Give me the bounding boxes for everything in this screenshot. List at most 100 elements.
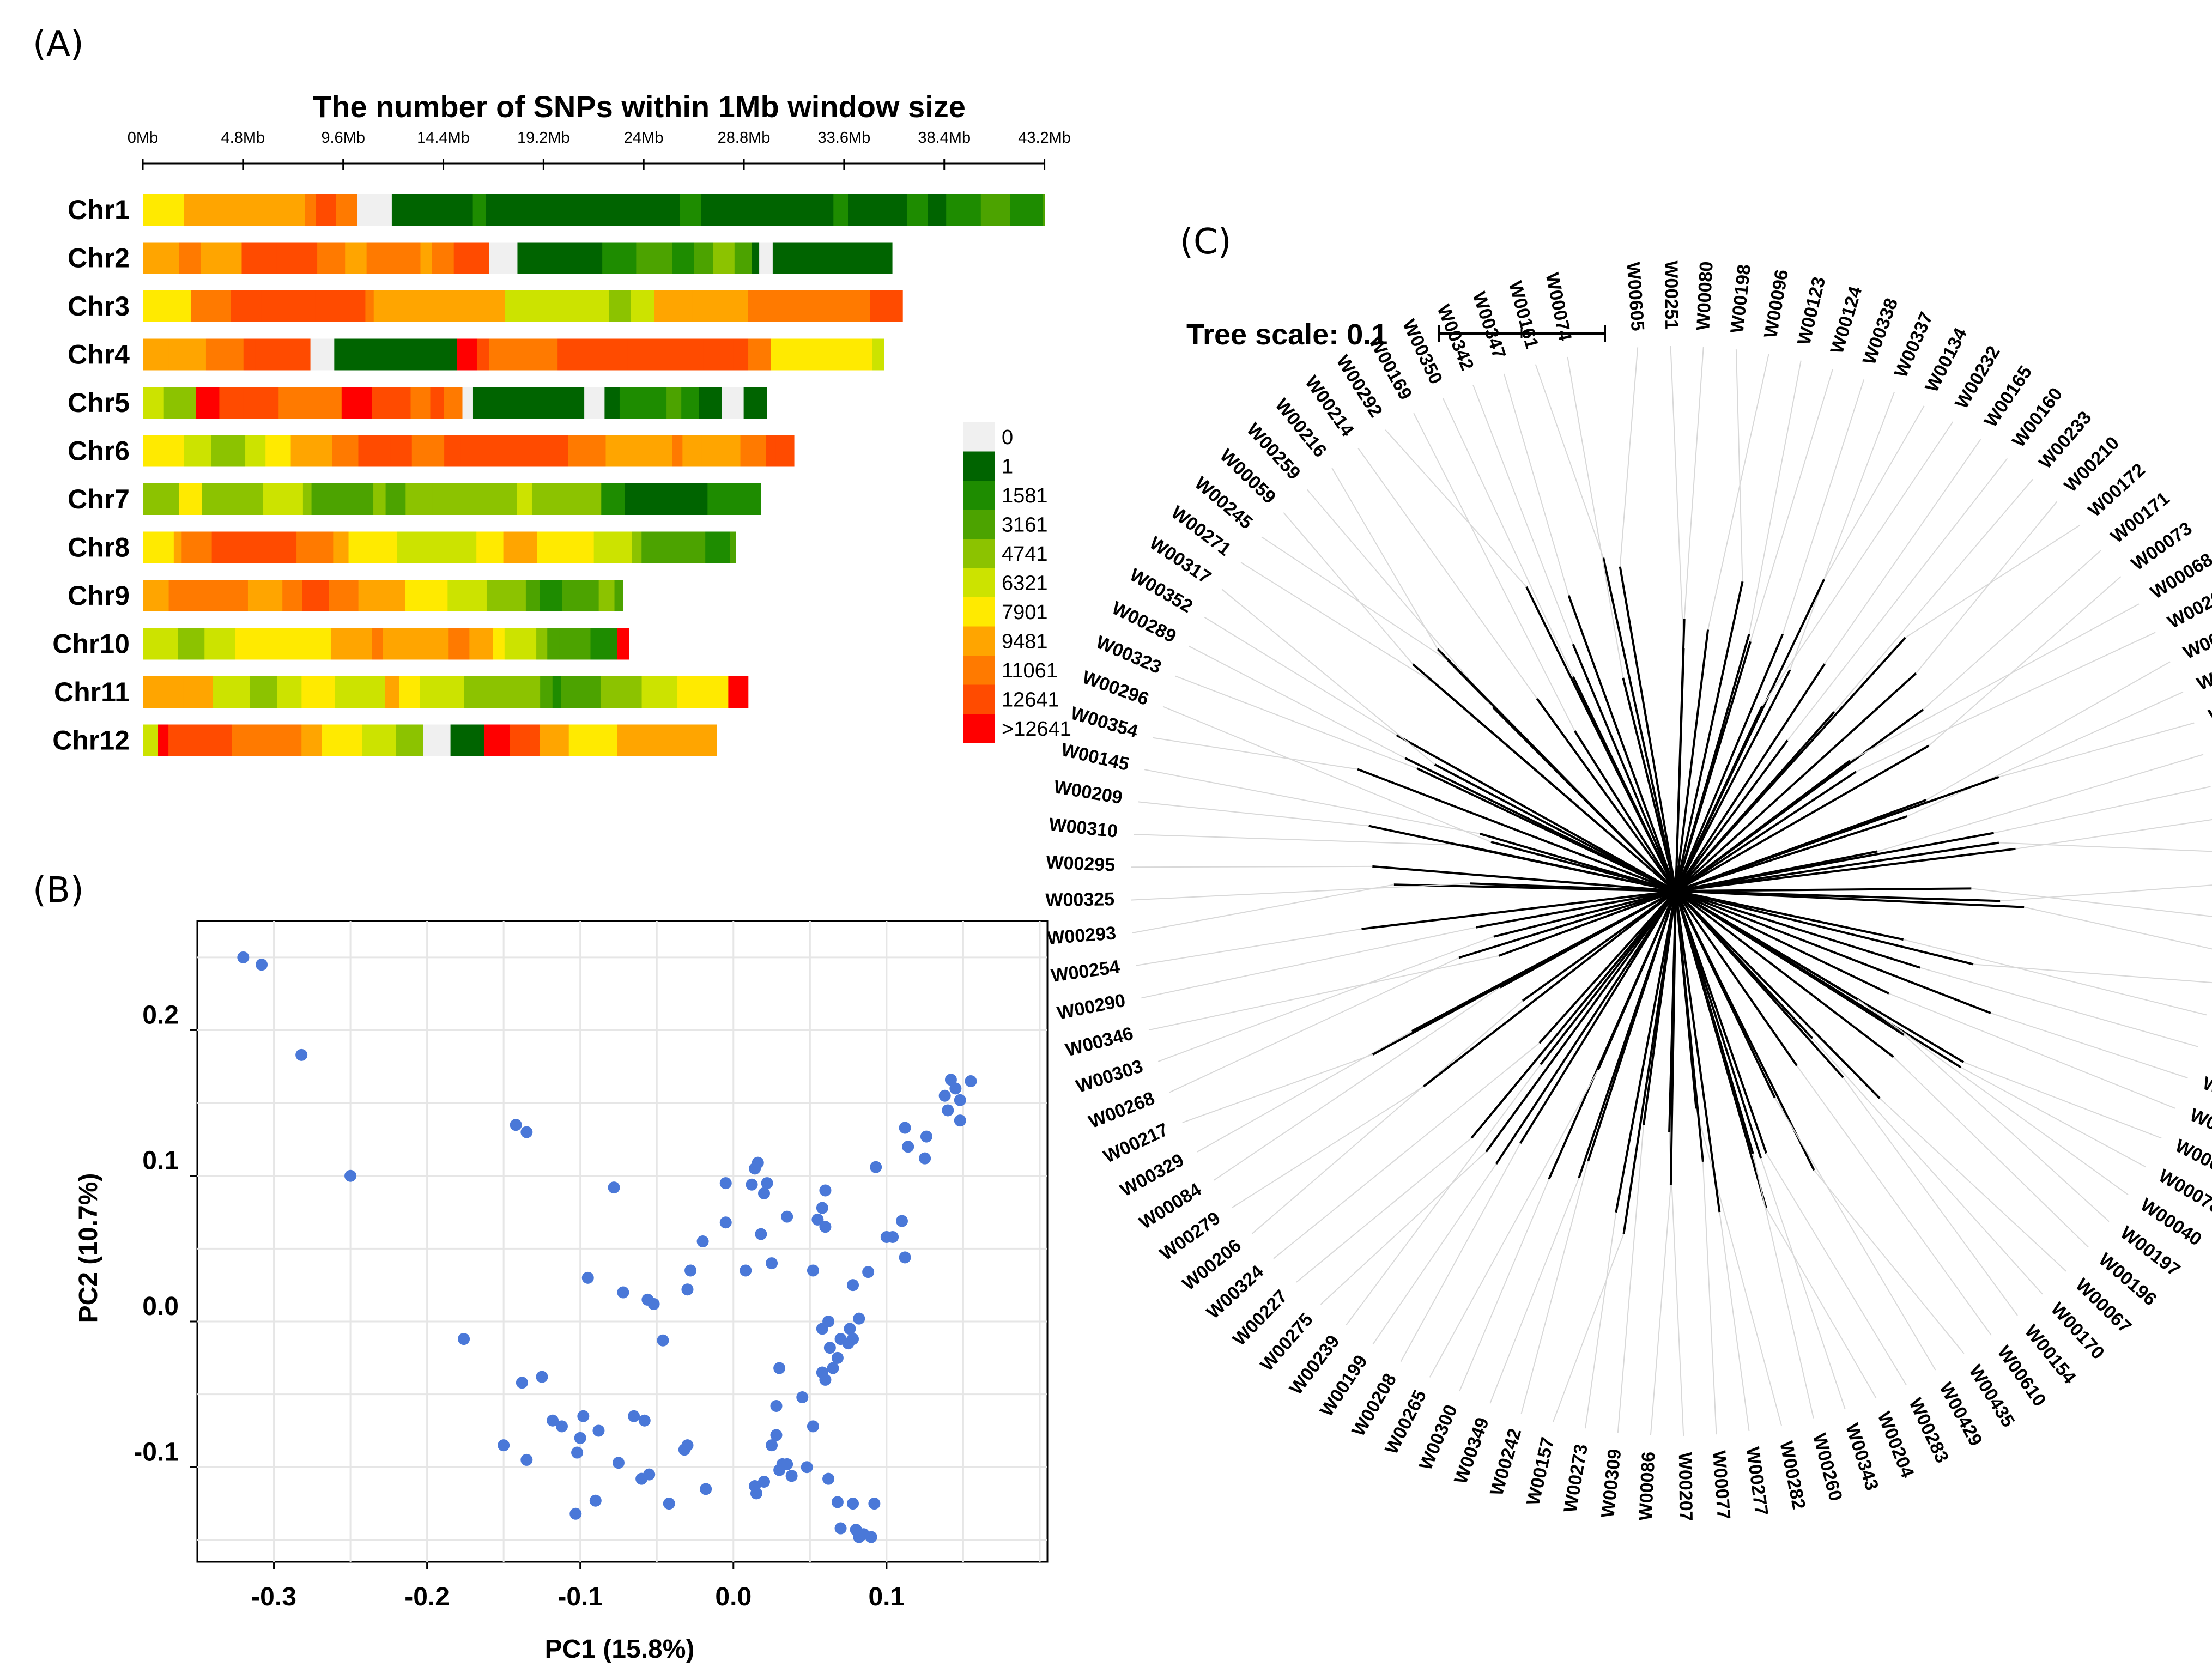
pca-point <box>816 1202 828 1214</box>
tree-branch <box>1675 887 1972 892</box>
snp-window-cell <box>617 628 629 660</box>
tree-branch <box>1622 677 1677 892</box>
tree-leaf-connector <box>1552 1233 1625 1422</box>
tree-leaf-label: W00077 <box>1708 1450 1734 1520</box>
pca-point <box>842 1337 855 1350</box>
snp-window-cell <box>333 531 349 563</box>
snp-window-cell <box>486 194 528 226</box>
snp-window-cell <box>464 676 494 708</box>
snp-window-cell <box>617 724 649 756</box>
snp-window-cell <box>556 242 582 274</box>
snp-window-cell <box>263 483 304 515</box>
snp-window-cell <box>322 724 363 756</box>
tree-leaf-connector <box>1760 1157 1846 1409</box>
tree-leaf-connector <box>1131 865 1373 868</box>
tree-leaf-connector <box>1169 957 1459 1093</box>
pca-point <box>887 1230 899 1243</box>
pca-point <box>571 1446 584 1459</box>
tree-leaf-connector <box>1535 364 1604 558</box>
chromosome-label: Chr5 <box>68 387 130 418</box>
tree-branch <box>1372 865 1676 892</box>
pca-point <box>822 1472 835 1485</box>
pca-point <box>816 1323 828 1335</box>
snp-window-cell <box>235 628 271 660</box>
snp-window-cell <box>705 531 731 563</box>
snp-window-cell <box>478 580 487 611</box>
tree-leaf-label: W00282 <box>1775 1439 1809 1511</box>
snp-window-cell <box>526 338 558 371</box>
pca-point <box>750 1487 762 1500</box>
tree-branch <box>1675 841 1999 892</box>
pca-x-tick-label: -0.2 <box>404 1583 450 1611</box>
tree-leaf-label: W00296 <box>1080 667 1152 710</box>
tree-leaf-connector <box>1442 398 1574 677</box>
tree-branch <box>1675 672 1917 892</box>
tree-branch <box>1622 890 1677 1234</box>
tree-branch <box>1493 890 1676 938</box>
snp-window-cell <box>243 338 256 371</box>
tree-leaf-label: W00124 <box>1826 284 1866 356</box>
tree-leaf-label: W00144 <box>2206 686 2212 726</box>
snp-window-cell <box>441 194 474 226</box>
chromosome-label: Chr4 <box>68 340 130 370</box>
pca-point <box>520 1126 533 1138</box>
pca-point <box>853 1312 865 1325</box>
pca-point <box>643 1468 656 1481</box>
pca-x-tick-label: 0.1 <box>868 1583 905 1611</box>
snp-window-cell <box>886 242 893 274</box>
snp-window-cell <box>143 676 184 708</box>
pca-point <box>868 1498 881 1510</box>
snp-window-cell <box>163 628 179 660</box>
snp-window-cell <box>204 628 236 660</box>
tree-branch <box>1675 637 1906 892</box>
tree-branch <box>1675 669 1791 892</box>
snp-window-cell <box>714 290 749 322</box>
pca-point <box>965 1075 977 1087</box>
pca-point <box>681 1439 694 1452</box>
snp-window-cell <box>255 338 276 371</box>
tree-leaf-connector <box>1925 661 2171 801</box>
snp-window-cell <box>373 483 386 515</box>
legend-label: >12641 <box>1002 718 1071 741</box>
snp-window-cell <box>754 194 764 226</box>
snp-window-cell <box>143 338 169 371</box>
pca-x-tick-label: -0.1 <box>557 1583 603 1611</box>
pca-point <box>834 1522 847 1535</box>
snp-window-cell <box>1010 194 1043 226</box>
tree-leaf-connector <box>1998 842 2212 852</box>
snp-window-cell <box>460 435 476 467</box>
tree-leaf-connector <box>1998 722 2195 778</box>
phylogenetic-tree: Tree scale: 0.1 W00605 W00251 W00080 W00198… <box>1045 260 2212 1521</box>
tree-branch <box>1495 890 1677 1165</box>
snp-window-cell <box>174 290 191 322</box>
tree-branch <box>1675 760 1851 892</box>
tree-leaf-connector <box>1823 405 1925 580</box>
tree-branch <box>1675 581 1744 892</box>
snp-window-cell <box>393 338 408 371</box>
tree-leaf-connector <box>1787 458 2008 741</box>
tree-leaf-label: W00295 <box>1046 852 1116 875</box>
tree-leaf-label: W00209 <box>1052 777 1124 808</box>
snp-window-cell <box>315 290 342 322</box>
tree-leaf-connector <box>1162 706 1492 842</box>
snp-window-cell <box>178 628 205 660</box>
pca-point <box>847 1279 859 1292</box>
tree-branch <box>1619 566 1677 892</box>
snp-window-cell <box>863 194 871 226</box>
snp-window-cell <box>1043 194 1045 226</box>
pca-point <box>663 1498 675 1510</box>
snp-window-cell <box>722 387 744 419</box>
pca-point <box>862 1266 875 1278</box>
pca-point <box>870 1161 882 1173</box>
tree-leaf-connector <box>1459 1179 1550 1392</box>
snp-window-cell <box>672 242 694 274</box>
pca-plot-frame <box>196 920 1049 1563</box>
snp-window-cell <box>605 435 643 467</box>
tree-branch <box>1675 890 1767 1154</box>
snp-window-cell <box>457 338 477 371</box>
snp-window-cell <box>557 338 587 371</box>
pca-point <box>628 1410 640 1422</box>
tree-leaf-connector <box>1973 963 2212 984</box>
snp-window-cell <box>143 531 174 563</box>
tree-branch <box>1597 890 1677 1070</box>
